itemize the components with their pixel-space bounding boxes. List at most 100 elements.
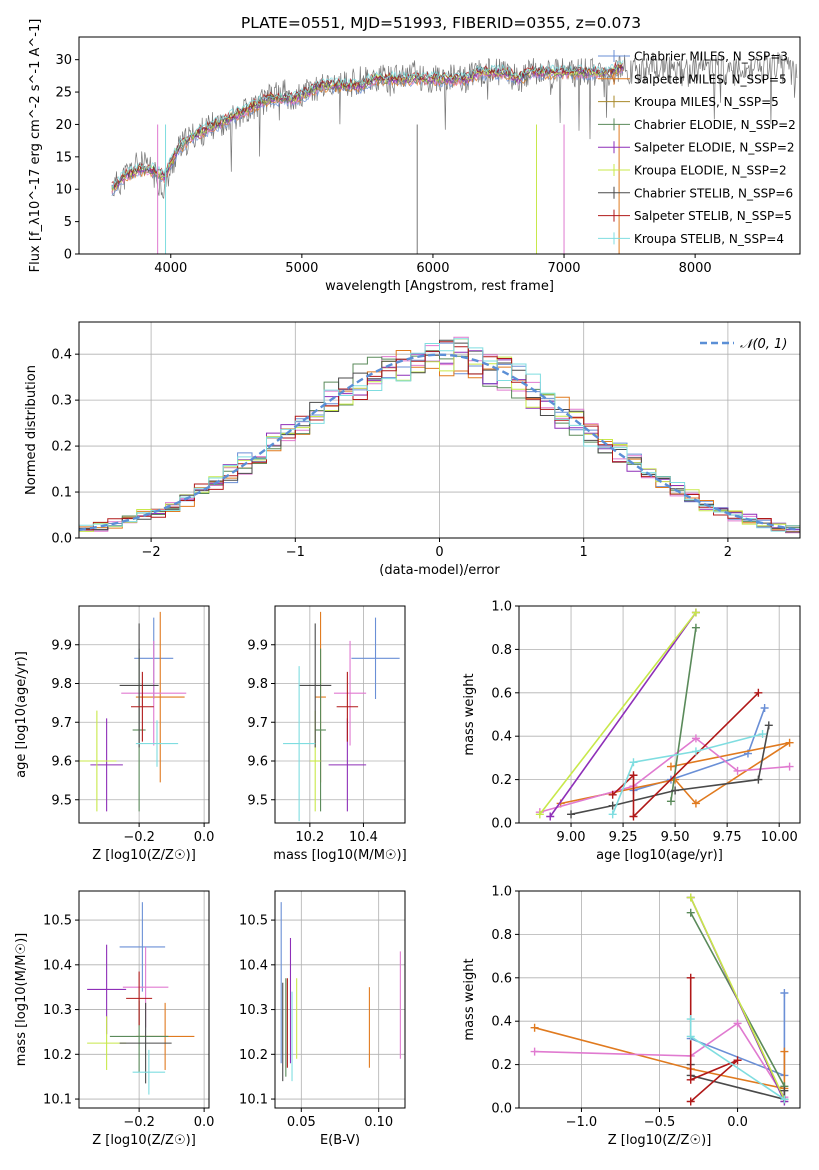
x-tick-label: 0.0 <box>194 1115 215 1130</box>
plot-area <box>283 611 400 822</box>
axes-frame-rect <box>274 605 406 824</box>
axes-frame <box>78 890 210 1109</box>
mass-weight-point-marker <box>754 775 763 784</box>
y-tick-label: 25 <box>55 86 72 101</box>
error-bar-point <box>135 720 179 767</box>
mass-vs-metallicity-panel: −0.2 0.0 10.1 10.2 10.3 10.4 10.5 Z [log10(Z/Z☉… <box>14 890 215 1148</box>
y-tick-label: 10.2 <box>239 1048 268 1063</box>
mass-weight-series-line <box>539 612 697 815</box>
y-tick-label: 0.0 <box>491 1102 512 1117</box>
mass-weight-point-marker <box>758 730 767 739</box>
mass-weight-series-line <box>549 612 697 817</box>
x-axis-label: Z [log10(Z/Z☉)] <box>608 1133 712 1148</box>
legend-label: Chabrier MILES, N_SSP=3 <box>634 50 788 64</box>
x-tick-label: 2 <box>724 545 732 560</box>
mass-weight-point-marker <box>530 1023 539 1032</box>
error-bar-point <box>121 640 187 746</box>
grid-lines <box>275 891 405 1108</box>
axes: 4000 5000 6000 7000 8000 0 5 10 15 20 25 30 <box>55 36 801 276</box>
x-tick-label: 7000 <box>547 261 580 276</box>
legend-label: Salpeter ELODIE, N_SSP=2 <box>634 141 795 155</box>
x-tick-label: −0.2 <box>123 1115 155 1130</box>
y-tick-label: 0.6 <box>491 971 512 986</box>
axes: 10.2 10.4 9.5 9.6 9.7 9.8 9.9 <box>247 605 406 845</box>
axes-frame-rect <box>78 605 210 824</box>
mass-weight-point-marker <box>754 688 763 697</box>
y-tick-label: 10.3 <box>239 1003 268 1018</box>
legend-label: Kroupa STELIB, N_SSP=4 <box>634 232 784 246</box>
error-bar-point <box>90 718 123 812</box>
observed-spectrum-line <box>111 52 798 199</box>
x-tick-label: 0 <box>435 545 443 560</box>
legend-label: Kroupa MILES, N_SSP=5 <box>634 95 779 109</box>
x-tick-label: 0.0 <box>727 1115 748 1130</box>
mass-weight-point-marker <box>608 810 617 819</box>
axes: −0.2 0.0 10.1 10.2 10.3 10.4 10.5 <box>43 890 215 1130</box>
x-tick-label: 0.0 <box>194 830 215 845</box>
mass-weight-point-marker <box>629 771 638 780</box>
axes-frame-rect <box>78 890 210 1109</box>
mass-weight-point-marker <box>535 810 544 819</box>
grid-lines <box>275 606 405 823</box>
x-tick-label: 1 <box>580 545 588 560</box>
mass-weight-point-marker <box>686 1015 695 1024</box>
axes-frame <box>78 605 210 824</box>
legend-label: 𝒩(0, 1) <box>740 337 787 352</box>
y-tick-label: 9.5 <box>51 793 72 808</box>
plot-area <box>78 336 801 534</box>
x-tick-label: 4000 <box>154 261 187 276</box>
mass-weight-point-marker <box>666 797 675 806</box>
error-bar-point <box>119 623 159 748</box>
spectrum-panel: 4000 5000 6000 7000 8000 0 5 10 15 20 25 30 waveleng… <box>28 19 801 294</box>
mass-weight-point-marker <box>530 1047 539 1056</box>
y-tick-label: 0.8 <box>491 643 512 658</box>
x-axis-label: mass [log10(M/M☉)] <box>273 848 406 863</box>
mass-weight-point-marker <box>629 758 638 767</box>
mass-weight-point-marker <box>780 1095 789 1104</box>
y-tick-label: 5 <box>64 215 72 230</box>
error-bar-point <box>333 640 367 746</box>
error-bar-point <box>126 971 153 1026</box>
mass-weight-point-marker <box>608 790 617 799</box>
y-tick-label: 0.8 <box>491 928 512 943</box>
model-spectrum-line <box>111 61 624 189</box>
y-tick-label: 10.2 <box>43 1048 72 1063</box>
x-axis-label: Z [log10(Z/Z☉)] <box>92 848 196 863</box>
mass-vs-extinction-panel: 0.05 0.10 10.1 10.2 10.3 10.4 10.5 E(B-V) <box>239 890 406 1148</box>
mass-weight-point-marker <box>785 762 794 771</box>
axes-frame <box>78 36 801 255</box>
mass-weight-point-marker <box>733 766 742 775</box>
mass-weight-vs-age-panel: 9.00 9.25 9.50 9.75 10.00 0.0 0.2 0.4 0.6 0.8 1.0 a… <box>462 600 801 863</box>
plot-area <box>87 902 195 1095</box>
x-tick-label: −2 <box>142 545 161 560</box>
y-tick-label: 0 <box>64 248 72 263</box>
mass-weight-point-marker <box>691 734 700 743</box>
plot-area <box>111 52 798 254</box>
y-tick-label: 1.0 <box>491 885 512 900</box>
error-bar-point <box>132 1049 166 1095</box>
y-tick-label: 9.7 <box>247 716 268 731</box>
y-tick-label: 0.3 <box>51 394 72 409</box>
x-tick-label: 10.2 <box>295 830 324 845</box>
residuals-panel: −2 −1 0 1 2 0.0 0.1 0.2 0.3 0.4 𝒩(0, 1) (data-model… <box>24 321 801 578</box>
axes: −0.2 0.0 9.5 9.6 9.7 9.8 9.9 <box>51 605 215 845</box>
age-vs-mass-panel: 10.2 10.4 9.5 9.6 9.7 9.8 9.9 mass [log10(M/M☉)… <box>247 605 407 863</box>
y-axis-label: mass weight <box>462 673 477 755</box>
model-spectrum-line <box>111 63 624 189</box>
y-tick-label: 10.1 <box>43 1093 72 1108</box>
mass-weight-point-marker <box>760 703 769 712</box>
plot-area <box>535 608 794 821</box>
grid-lines <box>79 891 209 1108</box>
x-tick-label: 0.10 <box>364 1115 393 1130</box>
legend: 𝒩(0, 1) <box>700 337 787 352</box>
y-tick-label: 1.0 <box>491 600 512 615</box>
y-axis-label: mass weight <box>462 958 477 1040</box>
mass-weight-point-marker <box>686 1032 695 1041</box>
mass-weight-point-marker <box>686 1075 695 1084</box>
model-spectrum-line <box>111 60 624 190</box>
x-tick-label: 9.75 <box>713 830 742 845</box>
legend-label: Chabrier ELODIE, N_SSP=2 <box>634 118 796 132</box>
y-tick-label: 0.0 <box>491 817 512 832</box>
y-tick-label: 10.1 <box>239 1093 268 1108</box>
